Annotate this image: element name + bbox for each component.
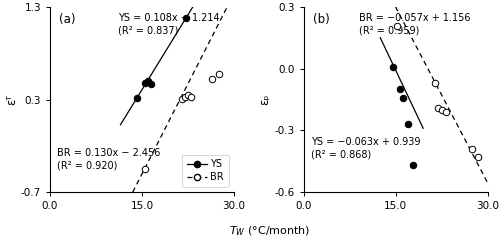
- BR: [432, 81, 440, 85]
- Text: $T_W$ (°C/month): $T_W$ (°C/month): [230, 224, 310, 238]
- Text: YS = −0.063x + 0.939
(R² = 0.868): YS = −0.063x + 0.939 (R² = 0.868): [311, 137, 420, 160]
- BR: [434, 106, 442, 110]
- YS: [133, 96, 141, 100]
- BR: [442, 110, 450, 114]
- YS: [388, 65, 396, 69]
- Text: BR = −0.057x + 1.156
(R² = 0.959): BR = −0.057x + 1.156 (R² = 0.959): [359, 13, 470, 36]
- BR: [178, 97, 186, 101]
- YS: [147, 82, 155, 86]
- YS: [404, 122, 412, 126]
- Text: BR = 0.130x − 2.456
(R² = 0.920): BR = 0.130x − 2.456 (R² = 0.920): [58, 148, 160, 171]
- YS: [141, 81, 149, 85]
- Text: (a): (a): [59, 13, 76, 26]
- BR: [181, 95, 189, 99]
- BR: [141, 167, 149, 171]
- YS: [396, 87, 404, 91]
- BR: [184, 93, 192, 97]
- YS: [182, 16, 190, 20]
- BR: [187, 95, 195, 99]
- Text: (b): (b): [313, 13, 330, 26]
- Y-axis label: εᵀ: εᵀ: [5, 94, 18, 105]
- Legend: YS, BR: YS, BR: [182, 155, 229, 187]
- Y-axis label: εₚ: εₚ: [258, 94, 272, 105]
- BR: [214, 72, 222, 76]
- YS: [399, 96, 407, 99]
- BR: [394, 24, 402, 28]
- Text: YS = 0.108x − 1.214
(R² = 0.837): YS = 0.108x − 1.214 (R² = 0.837): [118, 13, 220, 36]
- BR: [438, 108, 446, 112]
- YS: [408, 163, 416, 167]
- BR: [474, 155, 482, 159]
- YS: [144, 79, 152, 83]
- BR: [468, 147, 476, 151]
- BR: [208, 77, 216, 81]
